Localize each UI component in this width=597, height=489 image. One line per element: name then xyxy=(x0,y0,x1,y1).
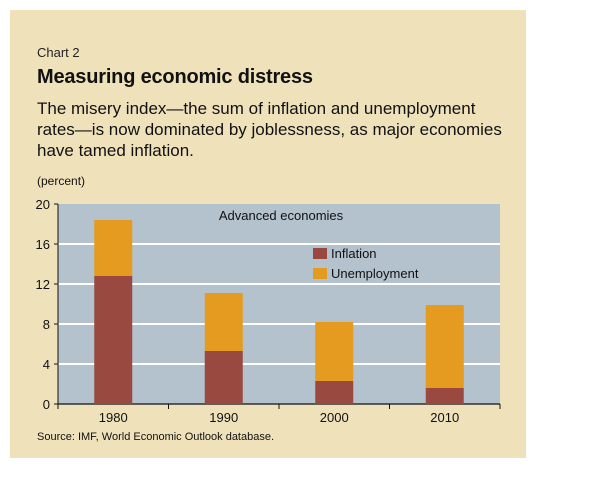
x-tick-label: 1980 xyxy=(99,410,128,425)
bar-inflation-1980 xyxy=(94,276,133,404)
legend-label-unemployment: Unemployment xyxy=(331,266,419,281)
unit-label: (percent) xyxy=(37,174,86,188)
chart-subtitle: The misery index—the sum of inflation an… xyxy=(37,99,502,160)
bar-unemployment-2000 xyxy=(315,322,354,381)
bar-inflation-2000 xyxy=(315,381,354,404)
bar-unemployment-2010 xyxy=(425,305,464,388)
legend-swatch-unemployment xyxy=(313,268,327,279)
bar-inflation-2010 xyxy=(425,388,464,404)
x-tick-label: 1990 xyxy=(209,410,238,425)
x-tick-label: 2010 xyxy=(430,410,459,425)
panel-title: Advanced economies xyxy=(219,208,344,223)
legend-swatch-inflation xyxy=(313,248,327,259)
y-tick-label: 20 xyxy=(36,197,50,212)
y-tick-label: 16 xyxy=(36,237,50,252)
bar-unemployment-1980 xyxy=(94,220,133,276)
x-tick-label: 2000 xyxy=(320,410,349,425)
y-tick-label: 0 xyxy=(43,397,50,412)
chart-label: Chart 2 xyxy=(37,45,80,60)
bar-unemployment-1990 xyxy=(204,293,243,351)
y-tick-label: 4 xyxy=(43,357,50,372)
y-tick-label: 12 xyxy=(36,277,50,292)
source-note: Source: IMF, World Economic Outlook data… xyxy=(37,431,275,443)
legend-label-inflation: Inflation xyxy=(331,246,377,261)
bar-inflation-1990 xyxy=(204,351,243,404)
chart-title: Measuring economic distress xyxy=(37,66,313,88)
y-tick-label: 8 xyxy=(43,317,50,332)
